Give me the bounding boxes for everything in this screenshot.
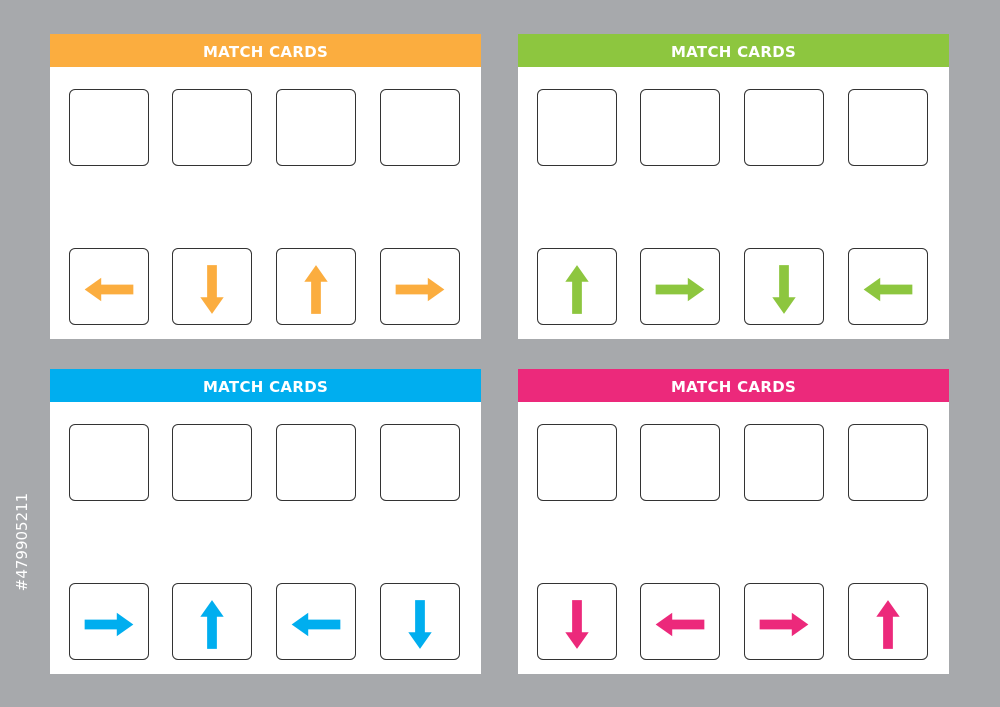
arrow-up-icon xyxy=(200,600,224,649)
arrow-left-icon xyxy=(863,277,913,302)
arrow-card[interactable] xyxy=(172,583,252,660)
arrow-card[interactable] xyxy=(380,248,460,325)
empty-card-slot[interactable] xyxy=(276,89,356,166)
arrow-card[interactable] xyxy=(744,248,824,325)
panel-title: MATCH CARDS xyxy=(518,34,949,67)
match-cards-panel: MATCH CARDS xyxy=(518,369,949,674)
arrow-up-icon xyxy=(876,600,900,649)
arrow-card[interactable] xyxy=(537,583,617,660)
empty-card-slot[interactable] xyxy=(744,424,824,501)
empty-card-slot[interactable] xyxy=(380,89,460,166)
empty-card-slot[interactable] xyxy=(848,89,928,166)
arrow-left-icon xyxy=(291,612,341,637)
empty-card-slot[interactable] xyxy=(172,89,252,166)
empty-card-slot[interactable] xyxy=(172,424,252,501)
empty-card-slot[interactable] xyxy=(69,89,149,166)
arrow-down-icon xyxy=(408,600,432,649)
match-cards-panel: MATCH CARDS xyxy=(50,369,481,674)
arrow-right-icon xyxy=(759,612,809,637)
panel-title: MATCH CARDS xyxy=(50,34,481,67)
arrow-up-icon xyxy=(304,265,328,314)
arrow-right-icon xyxy=(655,277,705,302)
empty-card-slot[interactable] xyxy=(848,424,928,501)
arrow-card[interactable] xyxy=(69,248,149,325)
empty-card-slot[interactable] xyxy=(640,424,720,501)
match-cards-panel: MATCH CARDS xyxy=(50,34,481,339)
arrow-down-icon xyxy=(200,265,224,314)
arrow-left-icon xyxy=(655,612,705,637)
arrow-left-icon xyxy=(84,277,134,302)
empty-card-slot[interactable] xyxy=(640,89,720,166)
arrow-card[interactable] xyxy=(848,583,928,660)
arrow-right-icon xyxy=(84,612,134,637)
arrow-card[interactable] xyxy=(640,248,720,325)
arrow-card[interactable] xyxy=(380,583,460,660)
arrow-up-icon xyxy=(565,265,589,314)
arrow-card[interactable] xyxy=(276,248,356,325)
empty-card-slot[interactable] xyxy=(537,424,617,501)
arrow-right-icon xyxy=(395,277,445,302)
panel-title: MATCH CARDS xyxy=(50,369,481,402)
arrow-card[interactable] xyxy=(848,248,928,325)
empty-card-slot[interactable] xyxy=(276,424,356,501)
empty-card-slot[interactable] xyxy=(537,89,617,166)
arrow-card[interactable] xyxy=(172,248,252,325)
empty-card-slot[interactable] xyxy=(69,424,149,501)
arrow-card[interactable] xyxy=(537,248,617,325)
arrow-down-icon xyxy=(565,600,589,649)
match-cards-panel: MATCH CARDS xyxy=(518,34,949,339)
empty-card-slot[interactable] xyxy=(380,424,460,501)
arrow-card[interactable] xyxy=(640,583,720,660)
arrow-card[interactable] xyxy=(276,583,356,660)
panel-title: MATCH CARDS xyxy=(518,369,949,402)
arrow-card[interactable] xyxy=(744,583,824,660)
empty-card-slot[interactable] xyxy=(744,89,824,166)
arrow-down-icon xyxy=(772,265,796,314)
arrow-card[interactable] xyxy=(69,583,149,660)
stock-id-label: #479905211 xyxy=(13,492,31,592)
